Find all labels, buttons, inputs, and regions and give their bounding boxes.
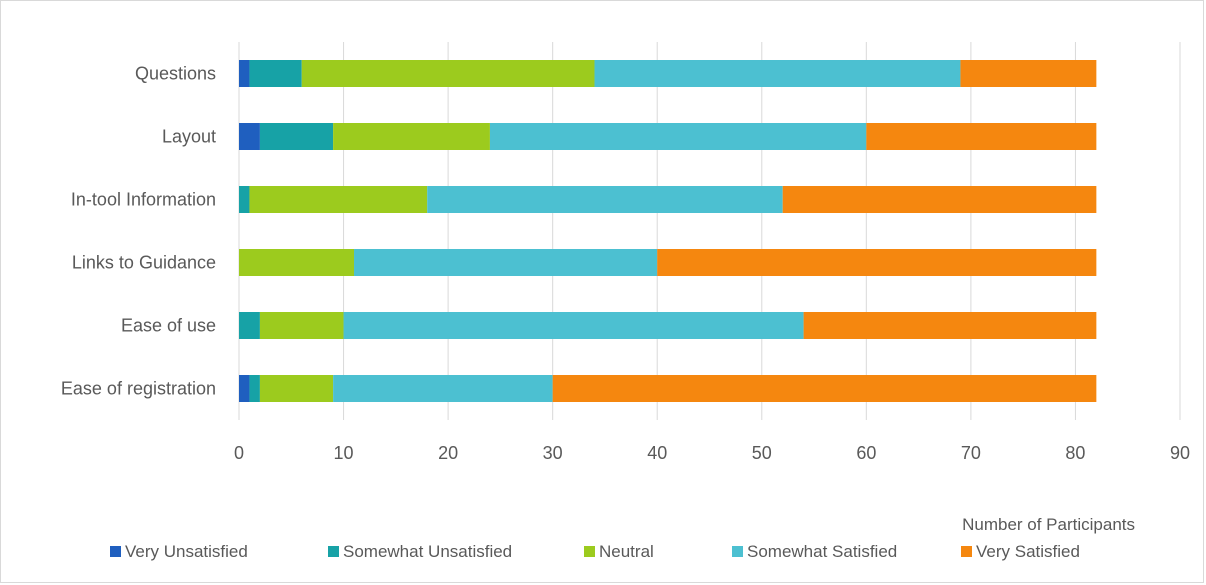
bar-segment [239, 312, 260, 339]
legend-label: Very Unsatisfied [125, 542, 248, 561]
x-tick-label: 0 [234, 443, 244, 463]
bar-segment [259, 375, 334, 402]
bar-segment [343, 312, 804, 339]
legend-label: Somewhat Satisfied [747, 542, 897, 561]
legend-swatch [961, 546, 972, 557]
bar-segment [866, 123, 1097, 150]
bar-segment [239, 60, 250, 87]
bar-segment [354, 249, 658, 276]
category-label: Ease of use [121, 316, 216, 336]
bar-segment [960, 60, 1097, 87]
x-tick-label: 50 [752, 443, 772, 463]
x-tick-label: 90 [1170, 443, 1190, 463]
x-tick-label: 60 [856, 443, 876, 463]
bar-segment [333, 375, 553, 402]
bar-segment [249, 375, 260, 402]
category-label: In-tool Information [71, 190, 216, 210]
bar-segment [301, 60, 595, 87]
gridlines [238, 42, 1181, 420]
legend: Very Unsatisfied Somewhat Unsatisfied Neut… [110, 542, 1080, 561]
bar-segment [782, 186, 1097, 213]
bar-segment [489, 123, 867, 150]
x-tick-label: 80 [1065, 443, 1085, 463]
bar-segment [657, 249, 1097, 276]
legend-swatch [732, 546, 743, 557]
bar-segment [249, 60, 302, 87]
legend-swatch [110, 546, 121, 557]
bar-segment [239, 249, 355, 276]
x-tick-label: 20 [438, 443, 458, 463]
x-tick-labels: 0 10 20 30 40 50 60 70 80 90 [234, 443, 1190, 463]
bar-segment [552, 375, 1097, 402]
x-tick-label: 70 [961, 443, 981, 463]
x-tick-label: 30 [543, 443, 563, 463]
bar-segment [259, 312, 344, 339]
bar-segment [594, 60, 961, 87]
bar-segment [427, 186, 783, 213]
x-axis-title: Number of Participants [962, 515, 1135, 534]
bar-segment [249, 186, 428, 213]
x-tick-label: 40 [647, 443, 667, 463]
x-tick-label: 10 [334, 443, 354, 463]
category-label: Questions [135, 64, 216, 84]
legend-label: Very Satisfied [976, 542, 1080, 561]
category-label: Layout [162, 127, 216, 147]
legend-swatch [328, 546, 339, 557]
bar-segment [239, 186, 250, 213]
bar-segment [239, 123, 260, 150]
bar-segment [333, 123, 490, 150]
bar-segment [259, 123, 334, 150]
legend-label: Neutral [599, 542, 654, 561]
bar-segment [803, 312, 1097, 339]
bar-segment [239, 375, 250, 402]
category-label: Links to Guidance [72, 253, 216, 273]
category-label: Ease of registration [61, 379, 216, 399]
category-labels: Questions Layout In-tool Information Links … [61, 64, 216, 399]
bars [239, 60, 1097, 402]
legend-swatch [584, 546, 595, 557]
legend-label: Somewhat Unsatisfied [343, 542, 512, 561]
